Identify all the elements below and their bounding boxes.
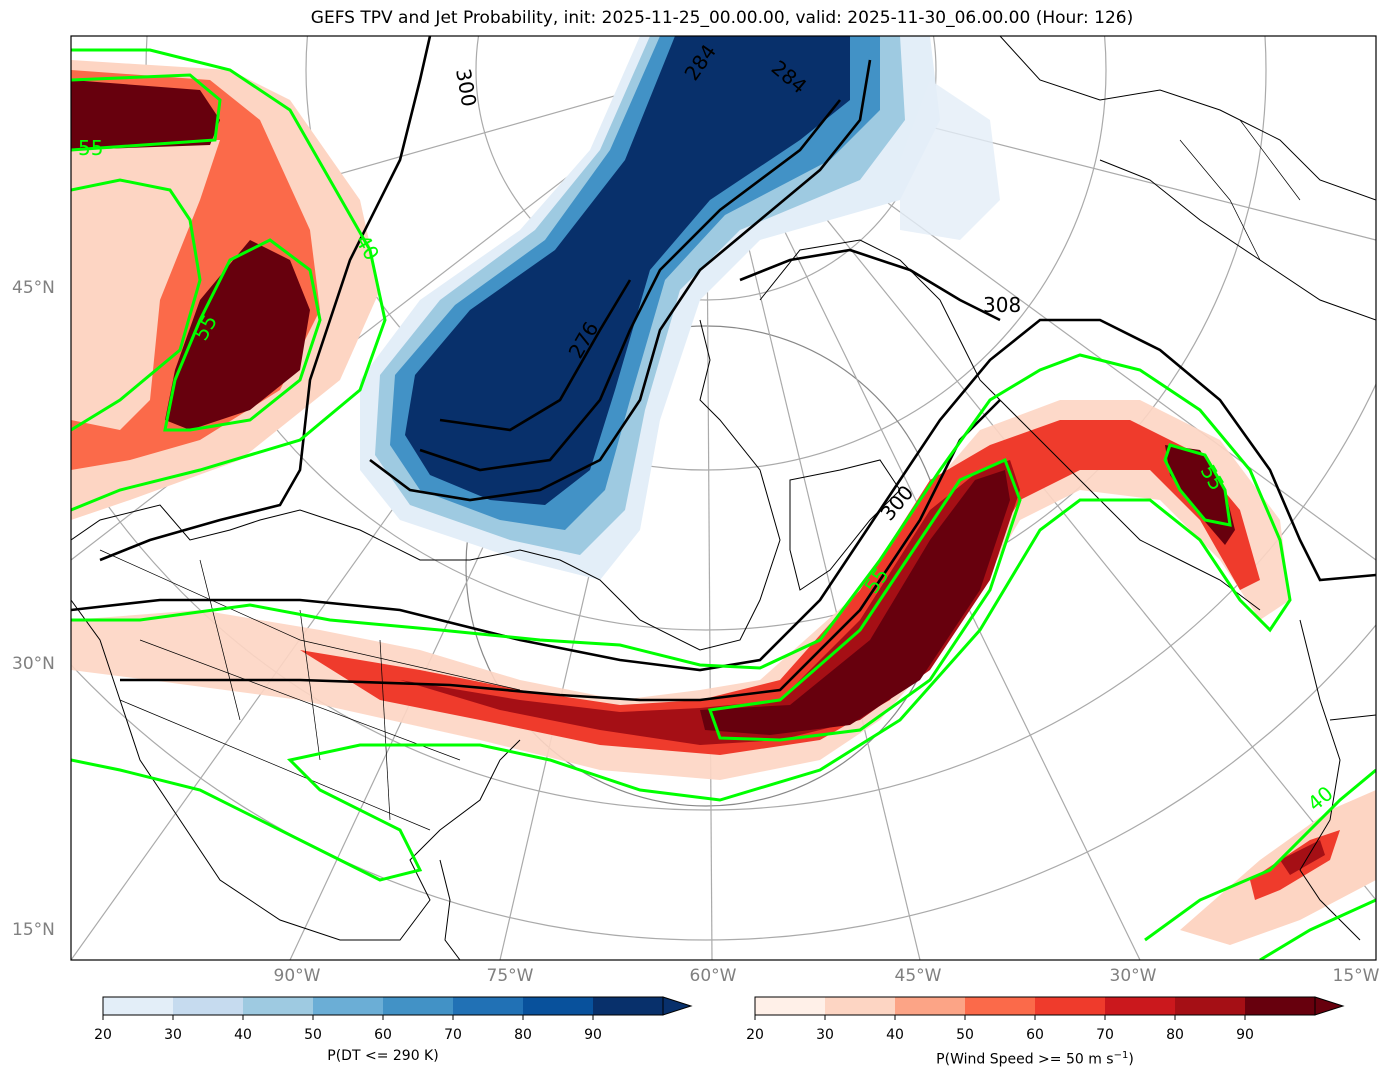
jet-40-southeast-2 (1259, 898, 1376, 960)
colorbar-dt-swatch (103, 997, 174, 1015)
colorbar-wind (754, 996, 1345, 1020)
jet-55-greenland (1163, 443, 1232, 527)
political-boundaries (99, 119, 1301, 831)
colorbar-wind-label: P(Wind Speed >= 50 m s−1) (936, 1050, 1134, 1068)
colorbar-wind-tick-label: 80 (1166, 1027, 1184, 1043)
colorbar-wind-swatch (895, 997, 966, 1015)
colorbar-dt-tick-label: 50 (304, 1027, 322, 1043)
theta-308 (99, 36, 432, 562)
theta-300-inner (120, 399, 1001, 702)
jet-probability-field (71, 60, 1376, 945)
colorbar-dt-swatch (383, 997, 454, 1015)
jet-southeast-core (1280, 840, 1325, 875)
figure-title: GEFS TPV and Jet Probability, init: 2025… (310, 8, 1134, 28)
colorbar-dt-tick-label: 80 (514, 1027, 532, 1043)
colorbar-dt-tick-label: 90 (584, 1027, 602, 1043)
map-panel: 308 300 284 284 276 300 55 55 55 55 40 4… (71, 36, 1376, 960)
jet-greenland-core (1165, 445, 1235, 545)
colorbar-wind-swatch (965, 997, 1036, 1015)
colorbar-wind-swatch (1105, 997, 1176, 1015)
colorbar-dt-tick-label: 30 (164, 1027, 182, 1043)
theta-label-308: 308 (983, 293, 1021, 317)
colorbar-wind-extend-arrow (1314, 996, 1345, 1016)
colorbar-dt-tick-label: 60 (374, 1027, 392, 1043)
colorbar-wind-swatch (1245, 997, 1315, 1015)
colorbar-dt-extend-arrow (662, 996, 693, 1016)
colorbar-wind-tick-label: 50 (956, 1027, 974, 1043)
jet-40-main (71, 353, 1292, 882)
colorbar-wind-tick-label: 90 (1236, 1027, 1254, 1043)
tpv-probability-field (360, 36, 1000, 580)
jet-west-dark (71, 80, 220, 150)
colorbar-dt (102, 996, 693, 1020)
colorbar-dt-swatch (313, 997, 384, 1015)
jet-55-main (707, 457, 1022, 742)
theta-276 (439, 279, 632, 432)
lat-label-15n: 15°N (12, 920, 55, 940)
colorbar-wind-swatch (755, 997, 826, 1015)
theta-284 (419, 99, 842, 472)
theta-300-west (71, 318, 1376, 672)
jet-label-55a: 55 (78, 136, 103, 160)
jet-40-southeast (1144, 768, 1376, 942)
lon-label-45w: 45°W (894, 966, 942, 986)
lon-label-30w: 30°W (1109, 966, 1157, 986)
theta-contours (71, 36, 1376, 702)
colorbar-dt-swatch (523, 997, 594, 1015)
colorbar-wind-tick-label: 60 (1026, 1027, 1044, 1043)
colorbar-dt-swatch (243, 997, 314, 1015)
colorbar-wind-tick-label: 20 (746, 1027, 764, 1043)
theta-greenland (739, 248, 1001, 322)
jet-55-west-core (163, 238, 322, 432)
jet-contours (71, 48, 1376, 960)
jet-40-west (71, 48, 387, 512)
jet-40-west-inner (71, 178, 202, 432)
jet-main-mid (300, 420, 1260, 755)
tpv-shade-90 (405, 36, 850, 505)
colorbar-dt-swatch (453, 997, 524, 1015)
jet-55-west (71, 73, 222, 152)
coastlines (71, 36, 1376, 960)
colorbar-wind-tick-label: 70 (1096, 1027, 1114, 1043)
colorbar-dt-label: P(DT <= 290 K) (327, 1048, 439, 1064)
lon-label-60w: 60°W (689, 966, 737, 986)
colorbar-wind-tick-label: 30 (816, 1027, 834, 1043)
colorbar-dt-tick-label: 20 (94, 1027, 112, 1043)
colorbar-wind-swatch (1175, 997, 1246, 1015)
colorbar-wind-tick-label: 40 (886, 1027, 904, 1043)
colorbar-dt-swatch (593, 997, 663, 1015)
colorbar-dt-tick-label: 40 (234, 1027, 252, 1043)
lon-label-75w: 75°W (486, 966, 534, 986)
colorbar-dt-tick-label: 70 (444, 1027, 462, 1043)
lon-label-15w: 15°W (1332, 966, 1380, 986)
tpv-shade-ice (900, 80, 1000, 240)
jet-west-core (165, 240, 310, 430)
map-frame (70, 35, 1377, 961)
colorbar-dt-swatch (173, 997, 244, 1015)
lon-label-90w: 90°W (273, 966, 321, 986)
colorbar-wind-swatch (1035, 997, 1106, 1015)
theta-292 (369, 59, 872, 502)
lat-label-30n: 30°N (12, 654, 55, 674)
colorbar-wind-swatch (825, 997, 896, 1015)
lat-label-45n: 45°N (12, 278, 55, 298)
